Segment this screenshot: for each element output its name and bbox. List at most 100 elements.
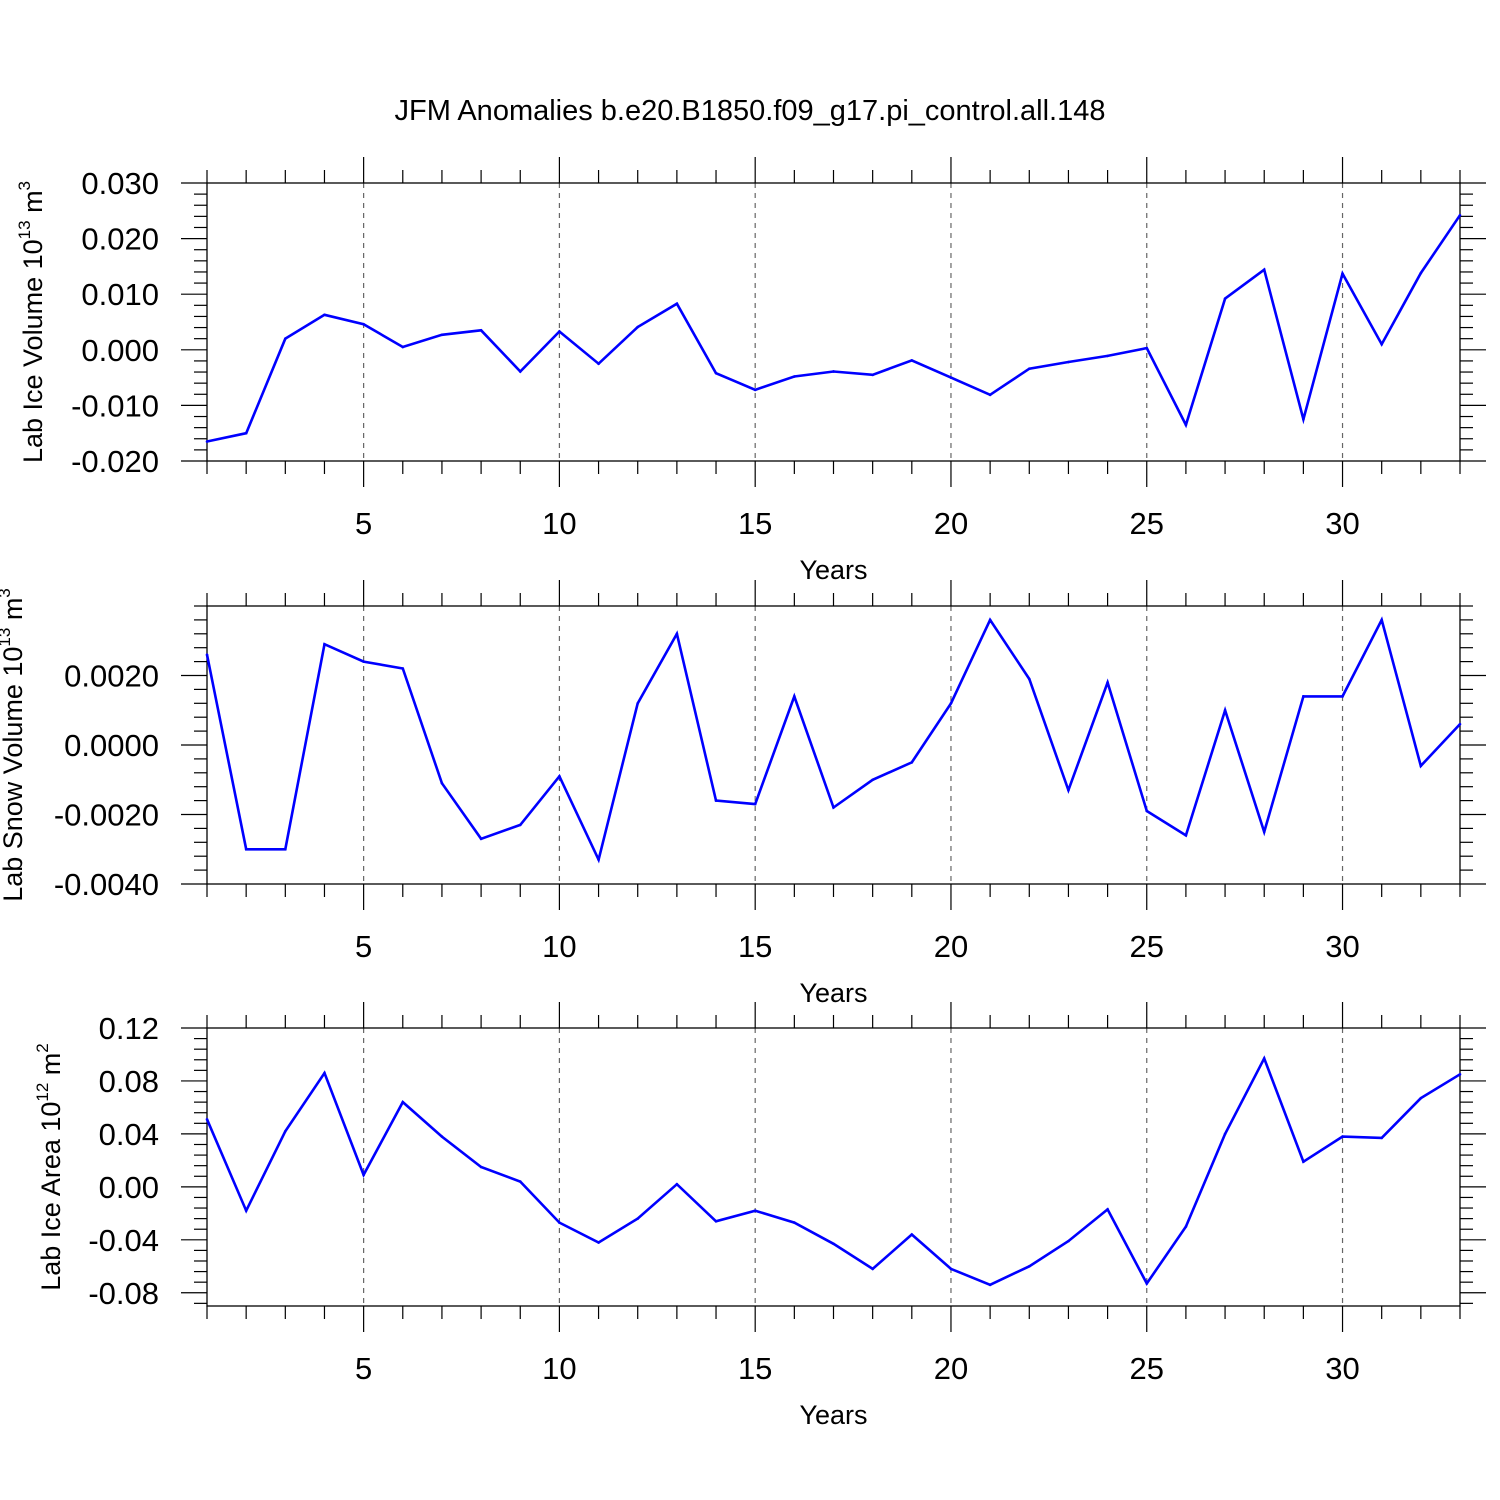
ice-volume-data-point (636, 325, 640, 329)
ice-volume-data-point (1184, 423, 1188, 427)
ice-volume-data-point (244, 431, 248, 435)
ice-volume-data-point (479, 329, 483, 332)
ice-volume-data-point (832, 370, 835, 373)
ice-volume-data-point (401, 345, 405, 349)
snow-volume-data-point (949, 702, 953, 705)
ice-area-plot-frame (206, 1027, 1461, 1307)
ice-area-data-point (440, 1135, 444, 1138)
snow-volume-data-point (1106, 681, 1109, 684)
snow-volume-y-axis-label-unit: m (0, 598, 28, 628)
snow-volume-y-tick-label: -0.0020 (54, 798, 159, 833)
ice-area-panel: 0.12 0.08 0.04 0.00 -0.04 -0.08 5 10 15 20 25 30 Yea… (33, 1002, 1486, 1430)
figure-title: JFM Anomalies b.e20.B1850.f09_g17.pi_con… (395, 95, 1106, 127)
ice-area-data-point (1419, 1096, 1423, 1100)
ice-area-y-axis-label-main: Lab Ice Area 10 (36, 1102, 66, 1291)
ice-area-y-tick-label: 0.04 (99, 1117, 159, 1152)
ice-volume-data-point (440, 333, 444, 337)
ice-volume-data-point (871, 373, 874, 377)
snow-volume-y-axis-label-main: Lab Snow Volume 10 (0, 647, 28, 902)
snow-volume-data-point (1380, 618, 1383, 622)
ice-area-data-point (1145, 1282, 1149, 1285)
ice-area-data-point (479, 1165, 483, 1169)
ice-volume-x-tick-label: 25 (1130, 506, 1164, 541)
ice-area-x-tick-label: 25 (1130, 1351, 1164, 1386)
ice-area-x-tick-label: 15 (738, 1351, 772, 1386)
ice-area-data-point (401, 1100, 405, 1104)
snow-volume-data-point (1458, 722, 1462, 726)
ice-area-data-point (362, 1173, 365, 1177)
snow-volume-panel: 0.0020 0.0000 -0.0020 -0.0040 5 10 15 20 25 30 Yea… (0, 580, 1486, 1008)
ice-volume-data-point (949, 376, 953, 379)
snow-volume-series-line (205, 616, 1461, 864)
ice-area-series-line (205, 1055, 1461, 1287)
ice-area-y-axis-label-exp: 12 (33, 1083, 52, 1102)
ice-area-data-point (244, 1209, 248, 1212)
ice-area-x-tick-label: 20 (934, 1351, 968, 1386)
ice-volume-data-point (1262, 268, 1266, 272)
ice-volume-x-tick-label: 10 (542, 506, 576, 541)
ice-area-y-tick-label: -0.08 (88, 1276, 159, 1311)
ice-volume-y-tick-label: 0.010 (81, 277, 159, 312)
snow-volume-y-tick-label: 0.0000 (64, 728, 159, 763)
ice-volume-y-axis-label-exp: 13 (15, 220, 34, 239)
ice-area-data-point (518, 1180, 522, 1183)
snow-volume-data-point (1223, 708, 1227, 712)
snow-volume-data-point (401, 667, 405, 670)
ice-area-y-tick-label: 0.00 (99, 1170, 159, 1205)
ice-area-x-tick-label: 30 (1325, 1351, 1359, 1386)
snow-volume-y-axis-label: Lab Snow Volume 1013 m3 (0, 588, 28, 902)
ice-volume-data-point (1419, 271, 1423, 275)
ice-volume-data-point (1027, 367, 1031, 371)
ice-area-data-point (675, 1182, 679, 1186)
snow-volume-y-axis-label-exp: 13 (0, 628, 14, 647)
snow-volume-data-point (284, 847, 287, 851)
snow-volume-x-tick-label: 30 (1325, 929, 1359, 964)
ice-volume-plot-frame (206, 182, 1461, 462)
snow-volume-x-tick-label: 20 (934, 929, 968, 964)
ice-area-data-point (1302, 1160, 1305, 1164)
ice-area-data-point (1262, 1057, 1266, 1060)
ice-volume-data-point (362, 322, 365, 326)
snow-volume-data-point (518, 823, 522, 827)
ice-area-data-point (636, 1217, 640, 1220)
ice-volume-x-tick-label: 30 (1325, 506, 1359, 541)
snow-volume-x-tick-label: 15 (738, 929, 772, 964)
ice-volume-data-point (284, 337, 287, 340)
snow-volume-data-point (1067, 788, 1070, 792)
snow-volume-data-point (1145, 809, 1149, 813)
snow-volume-y-axis-label-unit-exp: 3 (0, 588, 14, 597)
ice-volume-data-point (793, 375, 796, 378)
ice-area-data-point (1223, 1132, 1227, 1136)
snow-volume-data-point (832, 806, 835, 809)
ice-volume-data-point (1380, 342, 1383, 346)
snow-volume-data-point (910, 761, 914, 764)
ice-area-data-point (871, 1267, 874, 1271)
ice-area-data-point (1341, 1135, 1344, 1138)
ice-area-data-point (597, 1241, 600, 1244)
ice-area-data-point (1027, 1264, 1031, 1268)
ice-area-data-point (1380, 1136, 1383, 1140)
snow-volume-y-tick-label: 0.0020 (64, 659, 159, 694)
ice-area-data-point (910, 1233, 914, 1236)
snow-volume-y-tick-label: -0.0040 (54, 867, 159, 902)
snow-volume-data-point (1184, 834, 1188, 837)
ice-volume-y-axis-label-main: Lab Ice Volume 10 (18, 239, 48, 463)
ice-area-data-point (1106, 1208, 1109, 1211)
ice-volume-data-point (1145, 346, 1149, 350)
ice-area-data-point (753, 1209, 757, 1212)
ice-volume-x-axis-label: Years (799, 555, 867, 585)
snow-volume-data-point (205, 653, 209, 656)
ice-area-y-tick-label: 0.12 (99, 1011, 159, 1046)
ice-volume-y-axis-label-unit: m (18, 190, 48, 220)
snow-volume-plot-frame (206, 605, 1461, 885)
snow-volume-data-point (362, 660, 365, 663)
ice-volume-panel: 0.030 0.020 0.010 0.000 -0.010 -0.020 5 10 15 20 2… (15, 157, 1486, 585)
ice-volume-data-point (323, 313, 326, 317)
ice-area-data-point (1458, 1073, 1462, 1076)
snow-volume-x-axis-label: Years (799, 978, 867, 1008)
ice-volume-data-point (1458, 213, 1462, 217)
ice-area-x-axis-label: Years (799, 1400, 867, 1430)
ice-area-data-point (832, 1242, 835, 1246)
ice-area-data-point (714, 1219, 718, 1223)
